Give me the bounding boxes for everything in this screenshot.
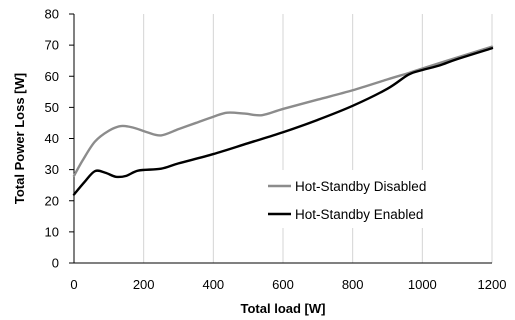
series-lines — [72, 45, 494, 196]
x-tick-label: 200 — [133, 277, 155, 292]
series-line-1 — [72, 45, 494, 178]
y-tick-label: 0 — [52, 256, 59, 271]
y-tick-label: 30 — [45, 162, 59, 177]
legend-label-1: Hot-Standby Disabled — [295, 179, 426, 194]
x-tick-label: 1200 — [478, 277, 507, 292]
legend-label-2: Hot-Standby Enabled — [295, 207, 423, 222]
x-axis-title: Total load [W] — [241, 301, 326, 316]
y-tick-label: 50 — [45, 100, 59, 115]
x-tick-labels: 0 200 400 600 800 1000 1200 — [70, 277, 506, 292]
axes — [69, 13, 492, 264]
gridlines — [143, 14, 493, 263]
y-tick-labels: 0 10 20 30 40 50 60 70 80 — [45, 7, 59, 271]
legend: Hot-Standby Disabled Hot-Standby Enabled — [248, 170, 476, 228]
x-tick-label: 600 — [272, 277, 294, 292]
y-tick-label: 10 — [45, 224, 59, 239]
y-tick-label: 70 — [45, 38, 59, 53]
x-tick-label: 800 — [342, 277, 364, 292]
x-tick-label: 400 — [202, 277, 224, 292]
x-tick-label: 1000 — [408, 277, 437, 292]
y-tick-label: 20 — [45, 193, 59, 208]
y-tick-label: 60 — [45, 69, 59, 84]
y-axis-title: Total Power Loss [W] — [12, 73, 27, 204]
y-tick-label: 40 — [45, 131, 59, 146]
series-line-2 — [72, 47, 494, 196]
y-tick-label: 80 — [45, 7, 59, 22]
x-tick-label: 0 — [70, 277, 77, 292]
legend-box — [248, 170, 476, 228]
